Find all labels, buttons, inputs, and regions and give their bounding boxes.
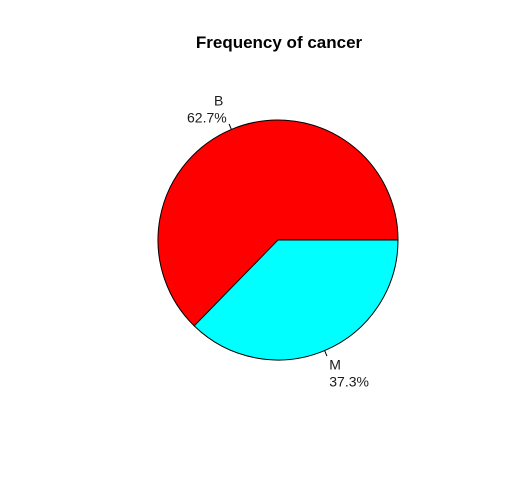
pie-slice-m xyxy=(193,239,399,361)
slice-leader-m xyxy=(324,350,328,357)
slice-leader-b xyxy=(228,123,232,130)
chart-title: Frequency of cancer xyxy=(196,33,363,52)
pie-slices xyxy=(157,119,399,361)
slice-labels: B62.7% M37.3% xyxy=(187,92,369,389)
slice-percent-b: 62.7% xyxy=(187,109,227,125)
slice-label-b: B xyxy=(214,92,223,108)
slice-percent-m: 37.3% xyxy=(329,374,369,390)
slice-label-m: M xyxy=(329,357,341,373)
